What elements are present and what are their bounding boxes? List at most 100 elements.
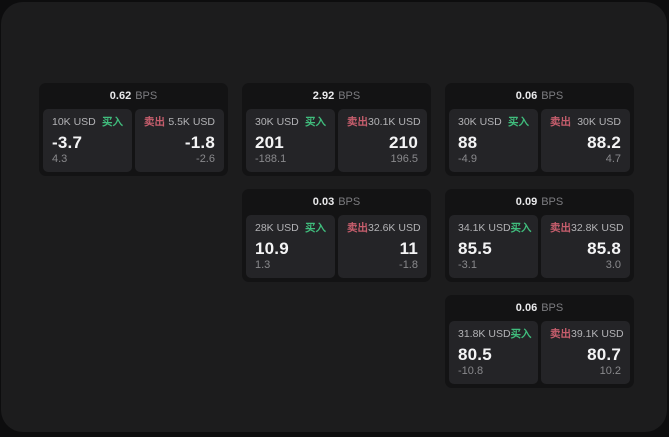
sell-price: 85.8 [587,239,621,258]
buy-quote-panel[interactable]: 30K USD 买入 88 -4.9 [449,109,538,172]
buy-price: 88 [458,133,478,152]
quote-panels: 34.1K USD 买入 85.5 -3.1 卖出 32.8K USD 85.8… [445,212,634,282]
quote-panels: 30K USD 买入 201 -188.1 卖出 30.1K USD 210 1… [242,106,431,176]
sell-price: 11 [399,239,418,258]
quote-cards-grid: 0.62 BPS 10K USD 买入 -3.7 4.3 卖出 5.5K USD [39,83,634,388]
buy-panel-top: 30K USD 买入 [255,116,326,129]
quote-panels: 28K USD 买入 10.9 1.3 卖出 32.6K USD 11 -1.8 [242,212,431,282]
buy-quote-panel[interactable]: 28K USD 买入 10.9 1.3 [246,215,335,278]
buy-delta: -4.9 [458,153,477,165]
bps-value: 2.92 [312,89,335,102]
sell-panel-top: 卖出 5.5K USD [144,116,215,129]
buy-price: 85.5 [458,239,492,258]
sell-quote-panel[interactable]: 卖出 32.8K USD 85.8 3.0 [541,215,630,278]
buy-delta: 1.3 [255,259,271,271]
sell-side-label: 卖出 [347,116,368,128]
bps-header: 0.62 BPS [39,83,228,106]
buy-price: -3.7 [52,133,83,152]
quote-card: 0.03 BPS 28K USD 买入 10.9 1.3 卖出 32.6K US… [242,189,431,282]
bps-value: 0.06 [515,301,538,314]
quote-panels: 31.8K USD 买入 80.5 -10.8 卖出 39.1K USD 80.… [445,318,634,388]
sell-notional: 39.1K USD [571,328,624,340]
app-window: 0.62 BPS 10K USD 买入 -3.7 4.3 卖出 5.5K USD [1,2,667,432]
buy-panel-top: 10K USD 买入 [52,116,123,129]
buy-side-label: 买入 [305,222,326,234]
sell-quote-panel[interactable]: 卖出 32.6K USD 11 -1.8 [338,215,427,278]
sell-price: 210 [389,133,418,152]
buy-side-label: 买入 [102,116,123,128]
buy-quote-panel[interactable]: 34.1K USD 买入 85.5 -3.1 [449,215,538,278]
sell-notional: 30K USD [577,116,621,128]
buy-notional: 10K USD [52,116,96,128]
bps-header: 0.09 BPS [445,189,634,212]
buy-price: 80.5 [458,345,492,364]
buy-panel-top: 28K USD 买入 [255,222,326,235]
sell-side-label: 卖出 [550,328,571,340]
sell-quote-panel[interactable]: 卖出 30K USD 88.2 4.7 [541,109,630,172]
buy-delta: -188.1 [255,153,287,165]
sell-quote-panel[interactable]: 卖出 30.1K USD 210 196.5 [338,109,427,172]
sell-panel-top: 卖出 32.6K USD [347,222,421,235]
sell-side-label: 卖出 [144,116,165,128]
bps-header: 2.92 BPS [242,83,431,106]
buy-quote-panel[interactable]: 30K USD 买入 201 -188.1 [246,109,335,172]
buy-quote-panel[interactable]: 10K USD 买入 -3.7 4.3 [43,109,132,172]
sell-notional: 32.8K USD [571,222,624,234]
buy-quote-panel[interactable]: 31.8K USD 买入 80.5 -10.8 [449,321,538,384]
quote-card: 0.09 BPS 34.1K USD 买入 85.5 -3.1 卖出 32.8K… [445,189,634,282]
buy-notional: 30K USD [458,116,502,128]
sell-delta: 4.7 [605,153,621,165]
quote-card: 0.06 BPS 30K USD 买入 88 -4.9 卖出 30K USD [445,83,634,176]
sell-notional: 30.1K USD [368,116,421,128]
sell-delta: 3.0 [605,259,621,271]
buy-side-label: 买入 [508,116,529,128]
bps-value: 0.09 [515,195,538,208]
buy-panel-top: 30K USD 买入 [458,116,529,129]
sell-price: -1.8 [184,133,215,152]
buy-side-label: 买入 [510,328,532,340]
bps-value: 0.06 [515,89,538,102]
sell-panel-top: 卖出 30K USD [550,116,621,129]
buy-panel-top: 31.8K USD 买入 [458,328,532,341]
quote-panels: 10K USD 买入 -3.7 4.3 卖出 5.5K USD -1.8 -2.… [39,106,228,176]
sell-delta: -1.8 [399,259,418,271]
sell-panel-top: 卖出 30.1K USD [347,116,421,129]
bps-unit-label: BPS [135,89,158,102]
sell-side-label: 卖出 [347,222,368,234]
buy-delta: -10.8 [458,365,484,377]
quote-card: 0.62 BPS 10K USD 买入 -3.7 4.3 卖出 5.5K USD [39,83,228,176]
buy-price: 201 [255,133,284,152]
bps-header: 0.06 BPS [445,295,634,318]
sell-price: 80.7 [587,345,621,364]
bps-unit-label: BPS [338,89,361,102]
quote-panels: 30K USD 买入 88 -4.9 卖出 30K USD 88.2 4.7 [445,106,634,176]
sell-panel-top: 卖出 39.1K USD [550,328,624,341]
bps-unit-label: BPS [338,195,361,208]
bps-header: 0.06 BPS [445,83,634,106]
bps-unit-label: BPS [541,89,564,102]
buy-side-label: 买入 [305,116,326,128]
sell-panel-top: 卖出 32.8K USD [550,222,624,235]
buy-delta: -3.1 [458,259,477,271]
sell-notional: 32.6K USD [368,222,421,234]
quote-card: 2.92 BPS 30K USD 买入 201 -188.1 卖出 30.1K … [242,83,431,176]
sell-price: 88.2 [587,133,621,152]
buy-panel-top: 34.1K USD 买入 [458,222,532,235]
buy-price: 10.9 [255,239,289,258]
sell-quote-panel[interactable]: 卖出 39.1K USD 80.7 10.2 [541,321,630,384]
sell-quote-panel[interactable]: 卖出 5.5K USD -1.8 -2.6 [135,109,224,172]
bps-unit-label: BPS [541,301,564,314]
sell-side-label: 卖出 [550,116,571,128]
sell-notional: 5.5K USD [168,116,215,128]
buy-notional: 31.8K USD [458,328,511,340]
buy-notional: 30K USD [255,116,299,128]
bps-value: 0.03 [312,195,335,208]
quote-card: 0.06 BPS 31.8K USD 买入 80.5 -10.8 卖出 39.1… [445,295,634,388]
buy-side-label: 买入 [510,222,532,234]
bps-value: 0.62 [109,89,132,102]
bps-unit-label: BPS [541,195,564,208]
buy-notional: 28K USD [255,222,299,234]
bps-header: 0.03 BPS [242,189,431,212]
sell-delta: 196.5 [390,153,418,165]
sell-delta: -2.6 [196,153,215,165]
